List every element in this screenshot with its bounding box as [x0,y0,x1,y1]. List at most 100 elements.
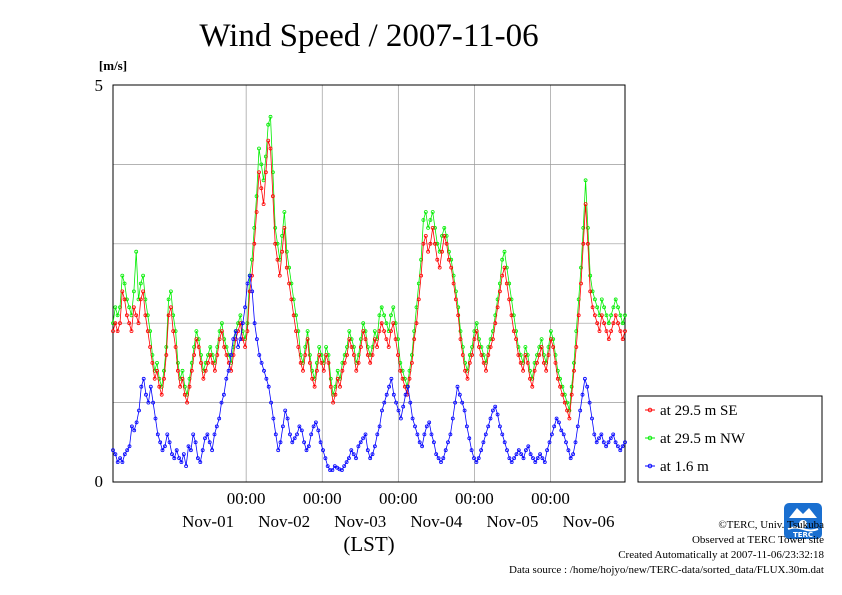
data-point [476,456,481,461]
created-at-text: Created Automatically at 2007-11-06/23:3… [618,549,824,561]
data-point [375,432,380,437]
data-point [141,376,146,381]
data-point [514,329,518,334]
data-point [472,337,477,342]
data-point [141,273,146,278]
data-point [391,305,396,310]
data-point [565,400,569,405]
data-point [537,353,542,357]
data-point [132,428,137,433]
data-point [306,444,311,449]
data-point [567,408,572,413]
data-point [533,460,538,465]
data-point [298,360,303,365]
data-point [347,329,352,334]
data-point [544,368,549,373]
data-point [573,440,578,445]
data-point [423,233,428,238]
data-point [595,321,600,326]
legend-label: at 29.5 m NW [660,431,746,447]
data-point [564,440,568,445]
data-point [435,257,440,262]
data-point [118,321,122,326]
data-point [120,273,125,278]
chart-title: Wind Speed / 2007-11-06 [199,18,538,54]
data-point [484,368,488,373]
data-point [423,210,428,214]
x-date-tick-label: Nov-03 [334,512,386,531]
data-point [351,345,356,349]
data-point [412,337,417,342]
data-point [618,313,623,318]
data-point [122,452,127,457]
data-point [618,329,623,334]
data-point [326,360,331,365]
data-point [229,353,233,357]
data-point [488,337,493,342]
data-source-text: Data source : /home/hojyo/new/TERC-data/… [509,564,824,576]
data-point [173,329,178,334]
data-point [238,313,243,318]
data-point [194,329,199,334]
data-point [415,432,420,437]
data-point [375,345,380,349]
data-point [472,456,476,461]
data-point [111,329,115,334]
data-point [240,337,245,342]
y-tick-label-max: 5 [95,76,104,95]
data-point [488,416,493,421]
data-point [342,360,347,365]
data-point [173,345,178,349]
data-point [134,420,139,425]
data-point [569,384,574,389]
data-point [164,353,169,357]
data-point [342,353,347,357]
data-point [439,460,443,465]
data-point [458,329,463,334]
data-point [401,404,406,409]
data-point [462,408,467,413]
data-point [319,353,324,357]
data-point [553,360,558,365]
data-point [113,452,118,457]
data-point [207,440,212,445]
data-point [611,305,616,310]
data-point [379,305,384,310]
data-point [609,329,613,334]
x-date-tick-label: Nov-05 [486,512,538,531]
data-point [623,329,627,334]
data-point [560,392,565,397]
data-point [427,420,432,425]
data-point [177,456,182,461]
data-point [236,321,241,326]
data-point [460,353,465,357]
data-point [250,289,255,294]
legend: at 29.5 m SE at 29.5 m NW at 1.6 m [637,395,823,483]
data-point [167,440,172,445]
data-point [339,468,344,473]
data-point [259,186,264,191]
data-point [372,337,377,342]
data-point [547,440,552,445]
data-point [542,460,547,465]
data-point [171,329,176,334]
data-point [613,440,618,445]
data-point [160,448,165,453]
data-point [254,337,259,342]
data-point [521,368,525,373]
data-point [111,448,115,453]
data-point [540,456,545,461]
data-point [254,194,259,199]
data-point [472,329,477,334]
data-point [127,321,132,326]
data-point [259,162,264,167]
data-point [282,210,287,214]
data-point [507,456,512,461]
data-point [502,249,507,254]
data-point [215,353,220,357]
data-point [435,241,440,246]
data-point [243,305,248,310]
data-point [384,321,389,326]
data-point [280,249,285,254]
data-point [512,456,516,461]
